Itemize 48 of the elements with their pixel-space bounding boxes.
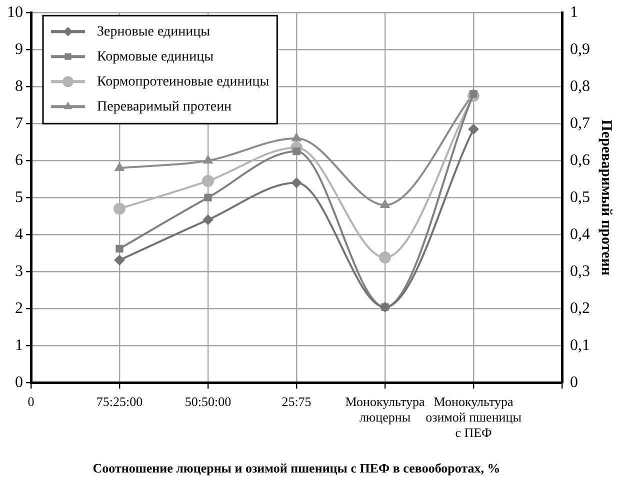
x-tick-label: Монокультура озимой пшеницы с ПЕФ (426, 394, 522, 440)
point (114, 202, 126, 215)
y2-tick-label: 0,6 (570, 152, 590, 169)
x-tick-label: Монокультура люцерны (345, 394, 425, 424)
point (203, 214, 213, 225)
y2-tick-label: 0 (570, 374, 578, 391)
x-axis-title: Соотношение люцерны и озимой пшеницы с ПЕФ в севооборотах, % (92, 460, 500, 476)
y2-axis-title: Переваримый протеин (598, 120, 614, 276)
point (116, 244, 124, 252)
x-tick-label: 0 (28, 394, 34, 409)
point (202, 174, 214, 187)
legend-label: Переваримый протеин (97, 99, 232, 114)
y-tick-label: 0 (15, 374, 23, 391)
legend-label: Кормопротеиновые единицы (97, 74, 270, 90)
y-tick-label: 5 (15, 188, 23, 206)
y-tick-label: 6 (15, 152, 23, 169)
point (114, 255, 124, 266)
y2-tick-label: 0,7 (570, 114, 590, 132)
y-tick-label: 4 (15, 226, 23, 243)
point (204, 194, 212, 202)
y2-tick-label: 1 (570, 4, 578, 21)
legend-label: Кормовые единицы (97, 49, 214, 64)
x-tick-label: 50:50:00 (184, 394, 232, 409)
y2-tick-label: 0,5 (570, 188, 590, 206)
point (292, 133, 301, 142)
point (468, 124, 478, 134)
x-tick-label: 75:25:00 (96, 394, 143, 409)
y2-tick-label: 0,8 (570, 78, 590, 95)
y-tick-label: 2 (15, 300, 23, 317)
y2-tick-label: 0,4 (570, 226, 590, 243)
y-tick-label: 3 (15, 262, 23, 280)
point (380, 200, 390, 208)
y-tick-label: 7 (15, 114, 23, 132)
point (204, 156, 212, 164)
y2-tick-label: 0,2 (570, 300, 590, 317)
y2-tick-label: 0,9 (570, 40, 590, 58)
x-tick-label: 25:75 (282, 394, 312, 409)
point (379, 252, 391, 264)
point (292, 178, 302, 188)
legend-label: Зерновые единицы (97, 24, 211, 40)
y2-tick-label: 0,1 (570, 336, 590, 354)
point (292, 148, 300, 156)
y-tick-label: 1 (15, 336, 23, 354)
y-tick-label: 10 (7, 4, 23, 21)
y2-tick-label: 0,3 (570, 262, 590, 280)
y-tick-label: 9 (15, 40, 23, 58)
y-tick-label: 8 (15, 78, 23, 95)
point (115, 163, 124, 171)
